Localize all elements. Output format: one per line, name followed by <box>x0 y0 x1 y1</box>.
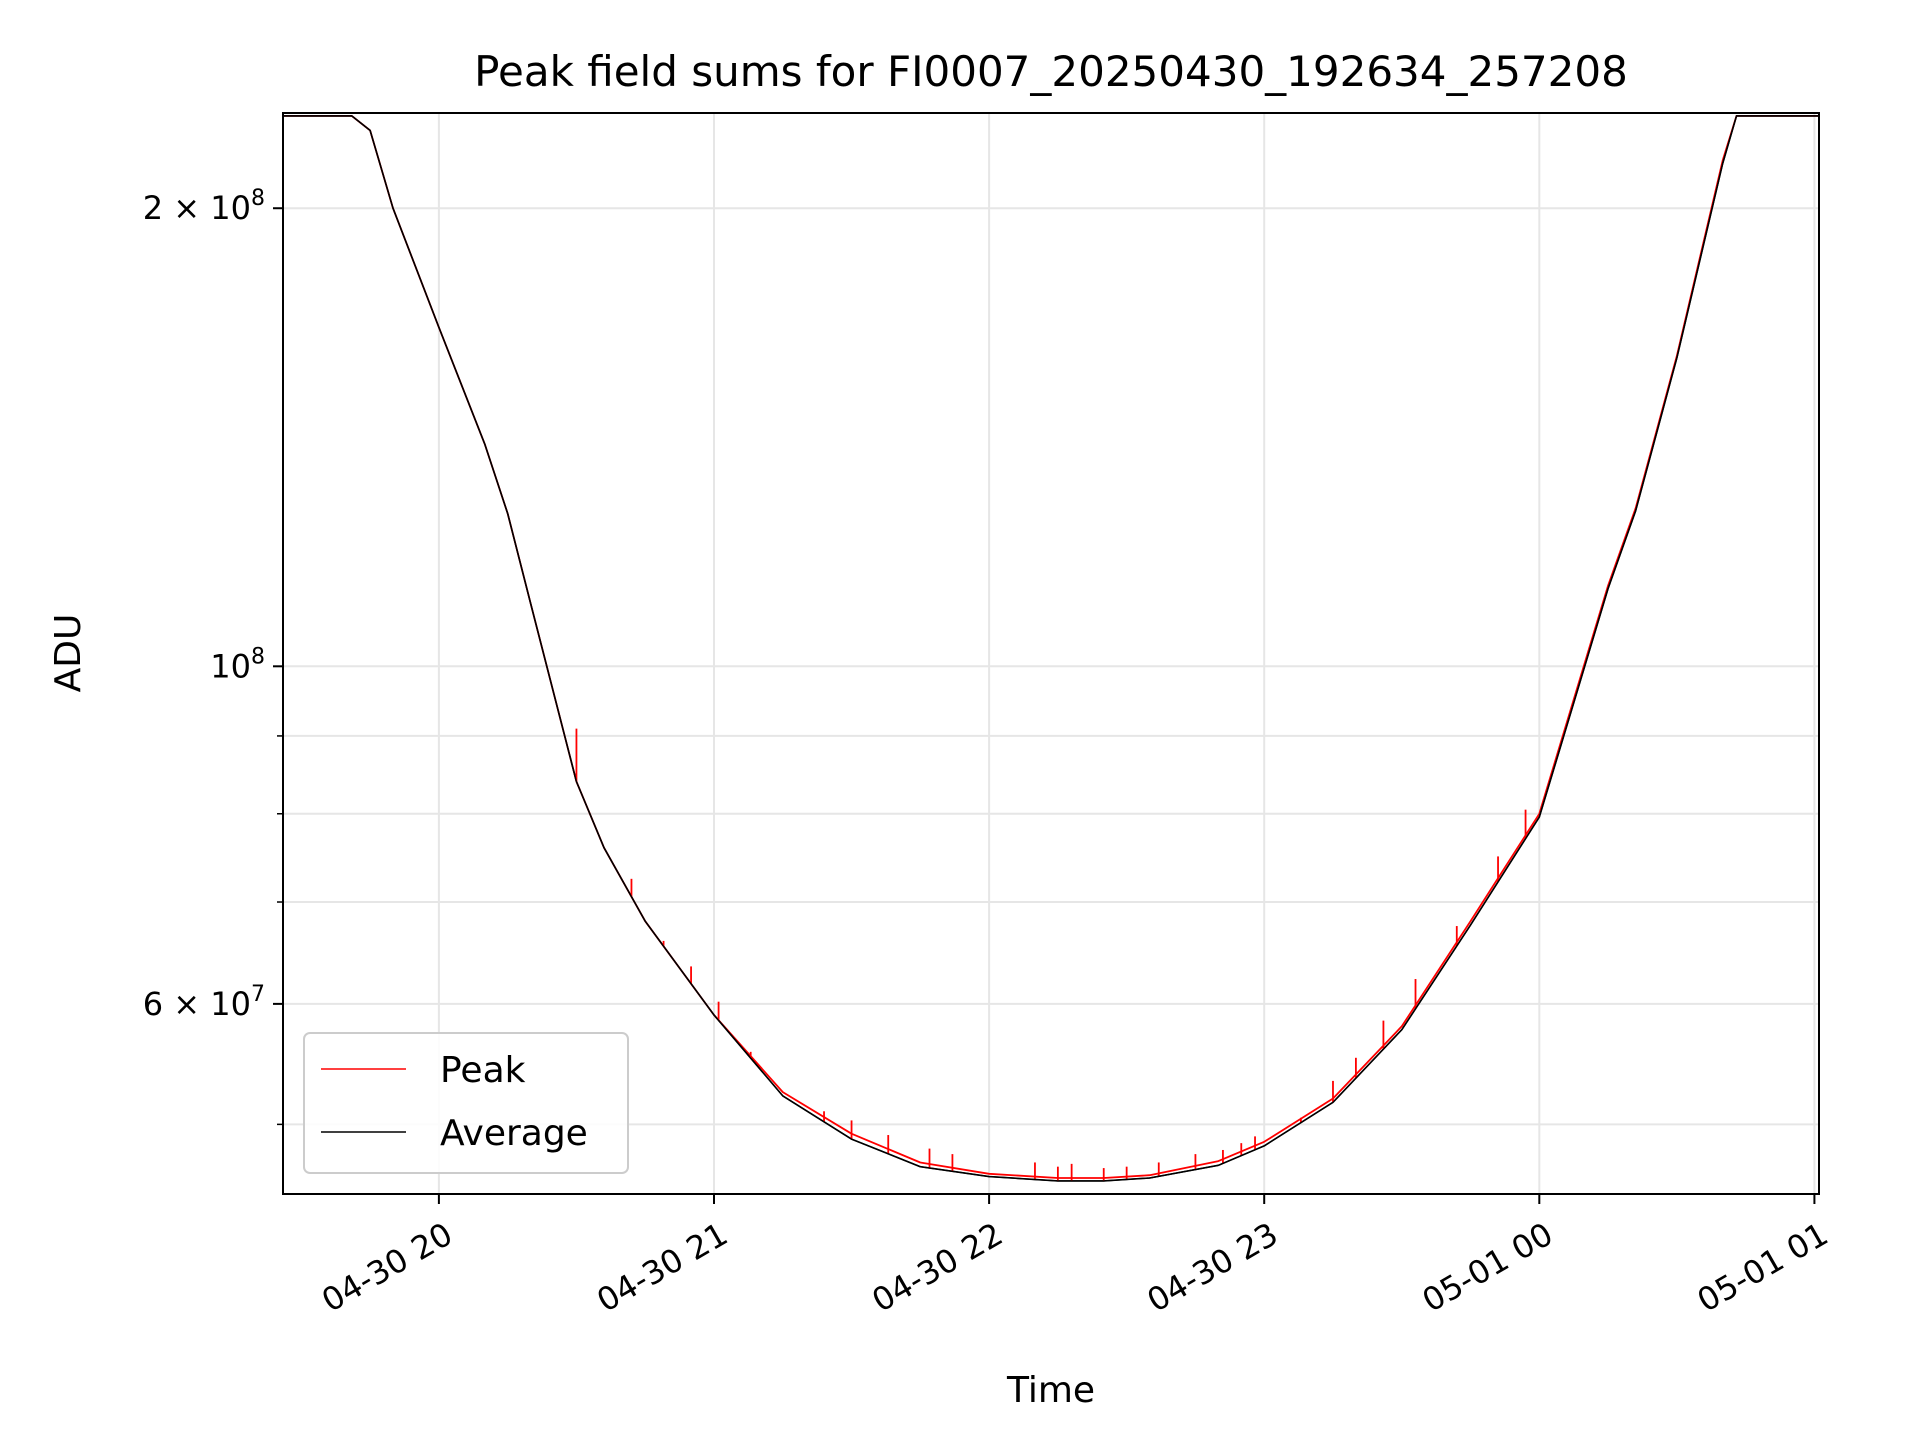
legend: Peak Average <box>303 1032 629 1174</box>
plot-frame <box>282 112 1820 1195</box>
y-axis-label: ADU <box>48 614 89 693</box>
legend-label-average: Average <box>440 1113 588 1154</box>
y-tick-label: 108 <box>210 644 265 685</box>
series-line-average-overlay <box>283 115 1819 1182</box>
y-axis: 6 × 107 108 2 × 108 <box>143 186 283 1126</box>
plot-series <box>283 115 1819 1182</box>
x-axis-label: Time <box>1006 1370 1095 1411</box>
legend-label-peak: Peak <box>440 1050 526 1091</box>
legend-box <box>303 1032 629 1174</box>
chart-title: Peak field sums for FI0007_20250430_1926… <box>474 47 1628 96</box>
y-tick-label: 2 × 108 <box>143 186 265 227</box>
y-tick-label: 6 × 107 <box>143 982 265 1023</box>
